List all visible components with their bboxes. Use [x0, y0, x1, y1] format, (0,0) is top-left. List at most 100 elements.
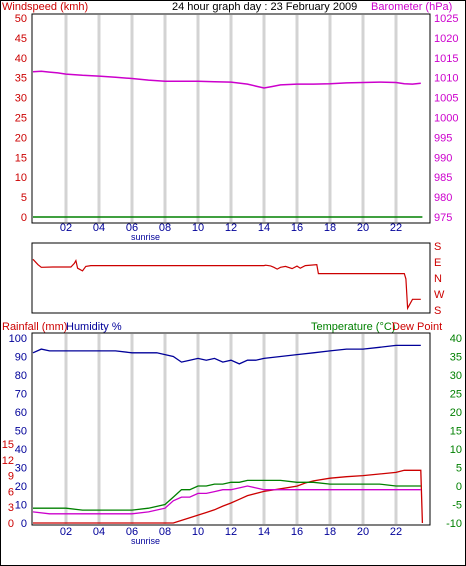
panel-3-rain-ticks: 15 12 9 6 3 0 [2, 439, 14, 530]
humidity-tick-label: 80 [15, 370, 27, 382]
x-tick-label: 02 [60, 222, 72, 234]
sunrise-label-1: sunrise [131, 232, 160, 242]
direction-tick-label: S [434, 241, 441, 253]
x-tick-label: 16 [291, 526, 303, 538]
humidity-tick-label: 20 [15, 481, 27, 493]
humidity-label: Humidity % [66, 321, 122, 333]
rain-tick-label: 0 [8, 518, 14, 530]
barometer-tick-label: 975 [434, 212, 452, 224]
barometer-tick-label: 1025 [434, 13, 458, 25]
x-tick-label: 18 [324, 526, 336, 538]
barometer-tick-label: 1020 [434, 33, 458, 45]
windspeed-tick-label: 5 [21, 192, 27, 204]
direction-tick-label: W [434, 289, 445, 301]
barometer-tick-label: 995 [434, 132, 452, 144]
dewpoint-label: Dew Point [392, 321, 442, 333]
x-tick-label: 04 [93, 222, 105, 234]
panel-3-grid [64, 334, 398, 524]
panel-1-grid [64, 15, 398, 222]
windspeed-tick-label: 30 [15, 93, 27, 105]
x-tick-label: 14 [258, 526, 270, 538]
panel-3-x-ticks: 02 04 06 08 10 12 14 16 18 20 22 [60, 526, 402, 538]
panel-3-temperature-ticks: 40 35 30 25 20 15 10 5 0 -5 -10 [446, 333, 462, 530]
rain-tick-label: 6 [8, 486, 14, 498]
barometer-tick-label: 980 [434, 192, 452, 204]
windspeed-tick-label: 40 [15, 53, 27, 65]
barometer-tick-label: 1015 [434, 53, 458, 65]
rain-tick-label: 9 [8, 471, 14, 483]
humidity-tick-label: 30 [15, 463, 27, 475]
x-tick-label: 18 [324, 222, 336, 234]
panel-2-frame [31, 242, 431, 314]
x-tick-label: 06 [126, 222, 138, 234]
rain-tick-label: 12 [2, 455, 14, 467]
temperature-series-line [33, 479, 421, 511]
windspeed-tick-label: 20 [15, 132, 27, 144]
barometer-tick-label: 1010 [434, 73, 458, 85]
temperature-tick-label: -5 [452, 500, 462, 512]
x-tick-label: 22 [390, 526, 402, 538]
direction-tick-label: N [434, 273, 442, 285]
x-tick-label: 06 [126, 526, 138, 538]
temperature-tick-label: 40 [450, 333, 462, 345]
windspeed-tick-label: 15 [15, 152, 27, 164]
x-tick-label: 02 [60, 526, 72, 538]
x-tick-label: 20 [357, 222, 369, 234]
temperature-tick-label: -10 [446, 518, 462, 530]
x-tick-label: 14 [258, 222, 270, 234]
rain-tick-label: 15 [2, 439, 14, 451]
wind-direction-series-line [32, 258, 421, 311]
rainfall-series-line [33, 469, 424, 524]
barometer-tick-label: 990 [434, 152, 452, 164]
windspeed-tick-label: 0 [21, 212, 27, 224]
x-tick-label: 04 [93, 526, 105, 538]
x-tick-label: 08 [159, 222, 171, 234]
x-tick-label: 22 [390, 222, 402, 234]
x-tick-label: 10 [192, 526, 204, 538]
temperature-tick-label: 10 [450, 444, 462, 456]
barometer-tick-label: 1000 [434, 113, 458, 125]
x-tick-label: 20 [357, 526, 369, 538]
direction-tick-label: S [434, 305, 441, 317]
x-tick-label: 12 [225, 222, 237, 234]
humidity-series-line [32, 344, 421, 365]
windspeed-tick-label: 10 [15, 172, 27, 184]
x-tick-label: 08 [159, 526, 171, 538]
humidity-tick-label: 0 [21, 518, 27, 530]
windspeed-tick-label: 50 [15, 13, 27, 25]
barometer-tick-label: 985 [434, 172, 452, 184]
windspeed-label: Windspeed (kmh) [2, 1, 88, 13]
dewpoint-series-line [32, 485, 421, 515]
windspeed-tick-label: 35 [15, 73, 27, 85]
temperature-tick-label: 5 [456, 463, 462, 475]
barometer-tick-label: 1005 [434, 93, 458, 105]
temperature-tick-label: 35 [450, 352, 462, 364]
temperature-tick-label: 20 [450, 407, 462, 419]
temperature-tick-label: 25 [450, 389, 462, 401]
x-tick-label: 16 [291, 222, 303, 234]
panel-1-right-ticks: 1025 1020 1015 1010 1005 1000 995 990 985 980 975 [434, 13, 458, 224]
temperature-tick-label: 15 [450, 426, 462, 438]
sunrise-label-3: sunrise [131, 536, 160, 546]
direction-tick-label: E [434, 257, 441, 269]
humidity-tick-label: 70 [15, 389, 27, 401]
rain-tick-label: 3 [8, 502, 14, 514]
humidity-tick-label: 50 [15, 426, 27, 438]
humidity-tick-label: 40 [15, 444, 27, 456]
chart-title: 24 hour graph day : 23 February 2009 [172, 1, 357, 13]
windspeed-tick-label: 45 [15, 33, 27, 45]
windspeed-tick-label: 25 [15, 113, 27, 125]
humidity-tick-label: 10 [15, 500, 27, 512]
x-tick-label: 10 [192, 222, 204, 234]
humidity-tick-label: 60 [15, 407, 27, 419]
temperature-tick-label: 30 [450, 370, 462, 382]
barometer-series-line [32, 70, 421, 89]
temperature-label: Temperature (°C) [311, 321, 395, 333]
panel-1-x-ticks: 02 04 06 08 10 12 14 16 18 20 22 [60, 222, 402, 234]
